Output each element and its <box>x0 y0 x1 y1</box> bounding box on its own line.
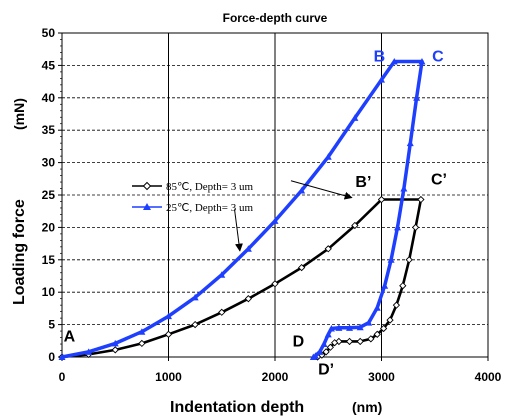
series-point-0 <box>417 195 425 204</box>
legend: 85℃, Depth= 3 um 25℃, Depth= 3 um <box>132 181 253 214</box>
series-layer <box>58 58 426 361</box>
y-tick-label: 45 <box>42 58 56 72</box>
series-point-0 <box>138 339 146 348</box>
series-point-1 <box>335 324 343 331</box>
series-point-1 <box>138 328 146 335</box>
series-point-1 <box>165 312 172 320</box>
series-point-1 <box>244 245 252 252</box>
legend-label-1: 25℃, Depth= 3 um <box>166 202 253 214</box>
series-point-1 <box>400 185 408 192</box>
y-tick-label: 35 <box>42 123 56 137</box>
series-point-0 <box>373 330 381 338</box>
series-point-0 <box>351 221 359 230</box>
series-point-1 <box>316 348 324 355</box>
series-point-1 <box>111 339 119 347</box>
series-point-0 <box>322 348 330 356</box>
series-point-0 <box>218 308 226 316</box>
series-point-1 <box>324 153 332 160</box>
series-point-1 <box>378 76 385 83</box>
series-point-1 <box>298 186 306 194</box>
point-label: B’ <box>355 174 371 191</box>
series-point-0 <box>405 256 413 264</box>
series-point-1 <box>351 114 359 121</box>
series-line-0 <box>61 198 423 359</box>
series-point-1 <box>191 293 199 301</box>
x-tick-label: 2000 <box>262 370 289 384</box>
point-label: D <box>293 334 305 351</box>
point-label: D’ <box>318 361 334 378</box>
y-tick-label: 30 <box>42 156 56 170</box>
series-point-1 <box>418 58 426 65</box>
y-axis-unit: (mN) <box>11 98 27 130</box>
series-point-0 <box>379 324 388 333</box>
series-point-1 <box>309 353 317 360</box>
annotations: A B C B’ C’ D D’ <box>64 49 447 379</box>
x-tick-label: 0 <box>59 370 66 384</box>
y-tick-label: 20 <box>42 220 56 234</box>
series-point-1 <box>271 217 279 224</box>
series-point-1 <box>390 58 398 65</box>
legend-pointers <box>234 180 353 252</box>
series-point-0 <box>356 337 364 346</box>
series-point-0 <box>324 245 332 253</box>
series-point-1 <box>85 348 93 355</box>
y-tick-label: 0 <box>48 350 55 364</box>
series-point-1 <box>413 94 421 101</box>
point-label: B <box>374 49 386 66</box>
series-point-0 <box>345 337 354 346</box>
series-point-0 <box>111 346 119 354</box>
series-point-0 <box>331 339 339 347</box>
series-point-1 <box>356 323 364 331</box>
series-point-0 <box>297 263 306 272</box>
point-label: C <box>432 49 444 66</box>
series-point-0 <box>326 343 335 351</box>
y-axis-label: Loading force <box>11 199 28 305</box>
y-tick-label: 25 <box>42 188 56 202</box>
series-point-0 <box>377 195 386 204</box>
series-point-0 <box>271 280 279 288</box>
series-point-0 <box>191 320 199 329</box>
legend-pointer-1 <box>234 209 243 252</box>
x-axis-label: Indentation depth <box>170 399 304 416</box>
series-point-0 <box>367 335 375 343</box>
x-axis-unit: (nm) <box>352 399 382 415</box>
y-tick-label: 40 <box>42 91 56 105</box>
legend-pointer-0 <box>290 180 353 200</box>
axes: 0 5 10 15 20 25 30 35 40 45 50 0 1000 2000 3000 4000 <box>42 26 502 384</box>
y-tick-label: 10 <box>42 285 56 299</box>
series-point-1 <box>324 330 332 338</box>
x-tick-label: 4000 <box>475 370 502 384</box>
series-point-1 <box>393 223 401 231</box>
y-tick-label: 50 <box>42 26 56 40</box>
series-point-1 <box>373 304 381 311</box>
series-point-1 <box>406 139 414 147</box>
series-point-1 <box>346 324 354 331</box>
legend-label-0: 85℃, Depth= 3 um <box>166 181 253 193</box>
series-point-1 <box>320 340 328 348</box>
point-label: A <box>64 328 76 345</box>
series-point-1 <box>327 324 335 332</box>
series-point-0 <box>164 330 173 338</box>
series-point-0 <box>386 316 394 324</box>
legend-marker-1 <box>143 203 151 210</box>
grid <box>62 32 488 357</box>
series-point-0 <box>244 295 253 303</box>
chart-title: Force-depth curve <box>223 11 328 25</box>
series-point-1 <box>218 271 226 278</box>
point-label: C’ <box>431 172 447 189</box>
series-point-0 <box>392 301 401 309</box>
series-point-1 <box>365 319 373 326</box>
y-tick-label: 15 <box>42 253 56 267</box>
series-point-1 <box>58 353 66 360</box>
series-point-1 <box>381 282 389 289</box>
y-tick-label: 5 <box>48 318 55 332</box>
legend-marker-0 <box>142 181 152 191</box>
x-tick-label: 3000 <box>368 370 395 384</box>
series-point-1 <box>387 256 395 263</box>
series-point-0 <box>411 223 420 232</box>
x-tick-label: 1000 <box>155 370 182 384</box>
series-point-0 <box>399 282 407 290</box>
